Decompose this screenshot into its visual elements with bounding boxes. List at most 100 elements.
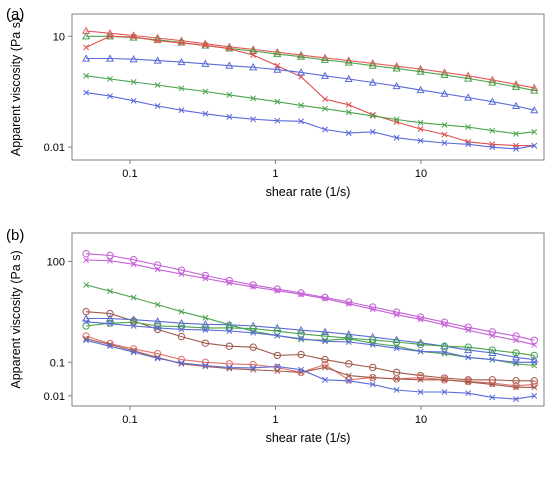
data-point [249,343,257,351]
data-point [153,261,162,269]
data-point [489,332,496,339]
data-point [201,339,210,347]
x-tick-label: 10 [415,168,427,180]
data-point [465,390,472,397]
data-point [440,70,449,78]
data-point [250,283,257,290]
data-point [107,343,113,350]
data-point [226,279,233,286]
data-point [201,59,210,67]
data-point [464,93,473,101]
data-point [345,360,353,368]
series-10 [83,337,538,403]
data-point [107,288,113,295]
data-point [83,257,90,263]
y-tick-label: 0.01 [44,142,65,154]
data-point [226,364,233,371]
data-point [417,119,424,126]
data-point [345,372,352,379]
data-point [106,309,114,318]
data-point [250,52,257,59]
data-point [322,126,328,133]
data-point [513,359,520,366]
data-point [345,300,352,307]
data-point [344,58,353,66]
data-point [512,377,520,385]
data-point [488,346,497,354]
series-line [86,57,535,111]
series-line [86,311,535,382]
data-point [202,326,209,333]
data-point [512,332,520,340]
data-point [202,363,209,370]
data-point [369,303,377,311]
data-point [202,275,209,282]
data-point [298,335,305,342]
data-point [226,45,233,52]
data-point [489,394,496,401]
data-point [273,327,282,335]
plot-frame [71,232,545,407]
data-point [531,142,538,149]
data-point [322,105,328,112]
panel-b-chart: (b) Apparent viscosity (Pa s) shear rate… [6,227,545,445]
data-point [345,109,352,116]
data-point [273,351,282,360]
data-point [297,50,306,59]
data-point [320,71,330,79]
data-point [512,353,521,361]
x-tick-label: 0.1 [122,168,137,180]
data-point [513,396,520,403]
data-point [154,355,161,362]
data-point [105,314,115,322]
data-point [178,326,185,333]
data-point [250,364,257,371]
data-point [274,363,281,370]
data-point [369,112,376,119]
data-point [202,88,209,95]
data-point [177,318,186,327]
data-point [154,37,161,44]
data-point [273,47,282,56]
data-point [154,82,161,88]
data-point [531,384,538,391]
data-point [249,63,258,71]
data-point [130,97,137,104]
data-point [441,131,448,138]
data-point [249,324,257,333]
data-point [393,375,400,382]
data-point [512,349,520,357]
data-point [416,338,425,346]
data-point [154,324,161,331]
data-point [249,46,258,55]
data-point [368,61,377,69]
data-point [417,126,424,132]
data-point [369,381,376,388]
data-point [417,137,424,144]
data-point [273,65,282,73]
data-point [488,379,497,387]
data-point [202,314,209,321]
data-point [82,249,90,258]
data-point [530,336,538,345]
series-3 [83,33,538,149]
data-point [416,67,425,75]
data-point [531,392,538,399]
data-point [464,74,473,82]
data-point [441,376,448,383]
data-point [107,76,113,82]
data-point [369,336,377,344]
data-point [440,342,449,350]
series-line [85,339,535,400]
y-tick-label: 0.1 [50,357,65,369]
data-point [130,261,137,268]
data-point [344,74,353,83]
data-point [530,105,539,114]
series-line [86,75,535,135]
data-point [393,134,400,141]
data-point [130,79,137,85]
data-point [393,387,400,393]
data-point [369,128,376,135]
data-point [441,349,448,356]
data-point [297,330,305,338]
